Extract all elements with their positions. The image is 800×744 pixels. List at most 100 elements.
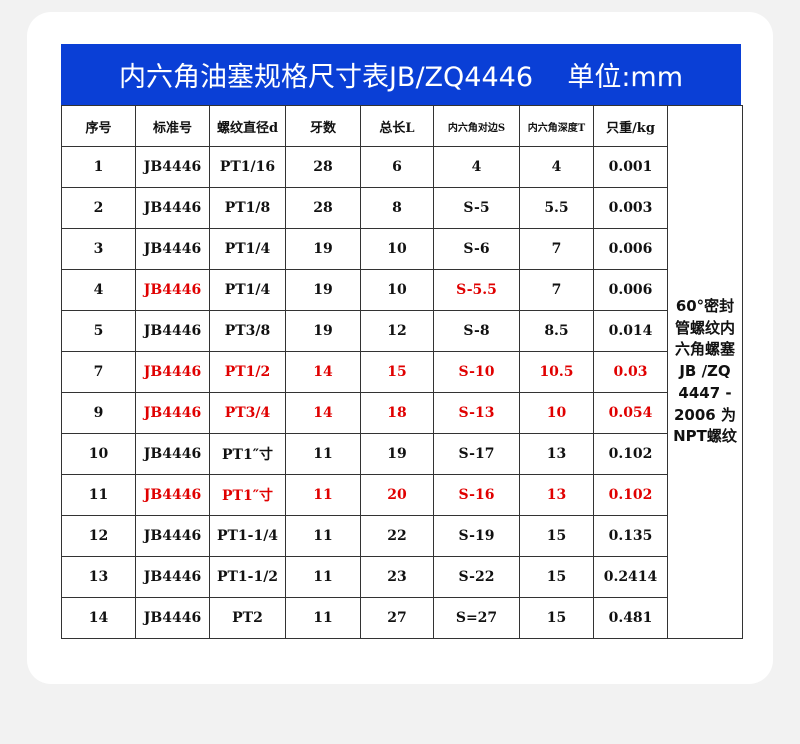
cell-hex-depth: 10.5 xyxy=(519,351,594,393)
cell-total-length: 6 xyxy=(360,146,434,188)
cell-hex-depth: 13 xyxy=(519,433,594,475)
cell-standard: JB4446 xyxy=(135,474,210,516)
header-thread-diameter: 螺纹直径d xyxy=(209,105,286,147)
cell-hex-depth: 15 xyxy=(519,515,594,557)
cell-weight: 0.003 xyxy=(593,187,668,229)
table-row: 14 JB4446 PT2 11 27 S=27 15 0.481 xyxy=(61,597,743,639)
cell-total-length: 20 xyxy=(360,474,434,516)
cell-index: 13 xyxy=(61,556,136,598)
cell-hex-width: S-8 xyxy=(433,310,520,352)
cell-thread-count: 19 xyxy=(285,269,361,311)
cell-thread-diameter: PT1″寸 xyxy=(209,433,286,475)
cell-hex-depth: 13 xyxy=(519,474,594,516)
cell-standard: JB4446 xyxy=(135,392,210,434)
cell-thread-count: 11 xyxy=(285,556,361,598)
cell-thread-count: 28 xyxy=(285,146,361,188)
cell-hex-depth: 7 xyxy=(519,269,594,311)
cell-weight: 0.102 xyxy=(593,474,668,516)
cell-weight: 0.03 xyxy=(593,351,668,393)
cell-thread-count: 11 xyxy=(285,515,361,557)
table-row: 1 JB4446 PT1/16 28 6 4 4 0.001 xyxy=(61,146,743,188)
header-hex-depth: 内六角深度T xyxy=(519,105,594,147)
table-row: 9 JB4446 PT3/4 14 18 S-13 10 0.054 xyxy=(61,392,743,434)
table-row: 2 JB4446 PT1/8 28 8 S-5 5.5 0.003 xyxy=(61,187,743,229)
cell-thread-count: 14 xyxy=(285,351,361,393)
cell-total-length: 23 xyxy=(360,556,434,598)
cell-index: 4 xyxy=(61,269,136,311)
cell-hex-depth: 5.5 xyxy=(519,187,594,229)
cell-thread-diameter: PT2 xyxy=(209,597,286,639)
cell-weight: 0.001 xyxy=(593,146,668,188)
cell-index: 12 xyxy=(61,515,136,557)
cell-index: 14 xyxy=(61,597,136,639)
cell-total-length: 12 xyxy=(360,310,434,352)
header-index: 序号 xyxy=(61,105,136,147)
cell-standard: JB4446 xyxy=(135,515,210,557)
cell-hex-width: S-16 xyxy=(433,474,520,516)
cell-thread-diameter: PT1/4 xyxy=(209,269,286,311)
cell-index: 9 xyxy=(61,392,136,434)
cell-standard: JB4446 xyxy=(135,146,210,188)
cell-weight: 0.006 xyxy=(593,228,668,270)
cell-index: 10 xyxy=(61,433,136,475)
cell-thread-count: 19 xyxy=(285,310,361,352)
table-row: 5 JB4446 PT3/8 19 12 S-8 8.5 0.014 xyxy=(61,310,743,352)
cell-total-length: 10 xyxy=(360,228,434,270)
cell-index: 11 xyxy=(61,474,136,516)
table-row: 4 JB4446 PT1/4 19 10 S-5.5 7 0.006 xyxy=(61,269,743,311)
cell-thread-count: 11 xyxy=(285,597,361,639)
header-thread-count: 牙数 xyxy=(285,105,361,147)
header-weight: 只重/kg xyxy=(593,105,668,147)
cell-standard: JB4446 xyxy=(135,597,210,639)
table-title: 内六角油塞规格尺寸表JB/ZQ4446 单位:mm xyxy=(61,44,741,105)
cell-thread-count: 11 xyxy=(285,474,361,516)
note-cell: 60°密封管螺纹内六角螺塞 JB /ZQ 4447 - 2006 为NPT螺纹 xyxy=(667,105,743,639)
cell-thread-diameter: PT1/2 xyxy=(209,351,286,393)
cell-thread-diameter: PT1-1/4 xyxy=(209,515,286,557)
table-row: 7 JB4446 PT1/2 14 15 S-10 10.5 0.03 xyxy=(61,351,743,393)
cell-total-length: 27 xyxy=(360,597,434,639)
cell-total-length: 22 xyxy=(360,515,434,557)
cell-standard: JB4446 xyxy=(135,228,210,270)
cell-index: 1 xyxy=(61,146,136,188)
cell-thread-count: 19 xyxy=(285,228,361,270)
cell-weight: 0.481 xyxy=(593,597,668,639)
cell-index: 5 xyxy=(61,310,136,352)
cell-thread-diameter: PT1/8 xyxy=(209,187,286,229)
cell-index: 3 xyxy=(61,228,136,270)
cell-standard: JB4446 xyxy=(135,351,210,393)
cell-hex-width: S-13 xyxy=(433,392,520,434)
cell-thread-diameter: PT3/4 xyxy=(209,392,286,434)
cell-total-length: 15 xyxy=(360,351,434,393)
cell-hex-depth: 15 xyxy=(519,597,594,639)
table-row: 11 JB4446 PT1″寸 11 20 S-16 13 0.102 xyxy=(61,474,743,516)
header-row: 序号 标准号 螺纹直径d 牙数 总长L 内六角对边S 内六角深度T 只重/kg 60°密封管螺纹… xyxy=(61,105,743,639)
cell-hex-width: S=27 xyxy=(433,597,520,639)
cell-standard: JB4446 xyxy=(135,269,210,311)
cell-weight: 0.135 xyxy=(593,515,668,557)
cell-hex-depth: 10 xyxy=(519,392,594,434)
cell-index: 2 xyxy=(61,187,136,229)
cell-hex-width: S-22 xyxy=(433,556,520,598)
cell-hex-depth: 7 xyxy=(519,228,594,270)
header-total-length: 总长L xyxy=(360,105,434,147)
table-row: 12 JB4446 PT1-1/4 11 22 S-19 15 0.135 xyxy=(61,515,743,557)
cell-hex-depth: 8.5 xyxy=(519,310,594,352)
table-row: 10 JB4446 PT1″寸 11 19 S-17 13 0.102 xyxy=(61,433,743,475)
cell-hex-width: S-19 xyxy=(433,515,520,557)
cell-index: 7 xyxy=(61,351,136,393)
cell-weight: 0.006 xyxy=(593,269,668,311)
cell-weight: 0.014 xyxy=(593,310,668,352)
cell-standard: JB4446 xyxy=(135,433,210,475)
header-standard: 标准号 xyxy=(135,105,210,147)
cell-hex-depth: 15 xyxy=(519,556,594,598)
cell-hex-width: 4 xyxy=(433,146,520,188)
cell-hex-width: S-6 xyxy=(433,228,520,270)
table-row: 13 JB4446 PT1-1/2 11 23 S-22 15 0.2414 xyxy=(61,556,743,598)
header-hex-width: 内六角对边S xyxy=(433,105,520,147)
cell-thread-diameter: PT3/8 xyxy=(209,310,286,352)
cell-hex-depth: 4 xyxy=(519,146,594,188)
cell-total-length: 18 xyxy=(360,392,434,434)
cell-standard: JB4446 xyxy=(135,187,210,229)
cell-thread-diameter: PT1-1/2 xyxy=(209,556,286,598)
